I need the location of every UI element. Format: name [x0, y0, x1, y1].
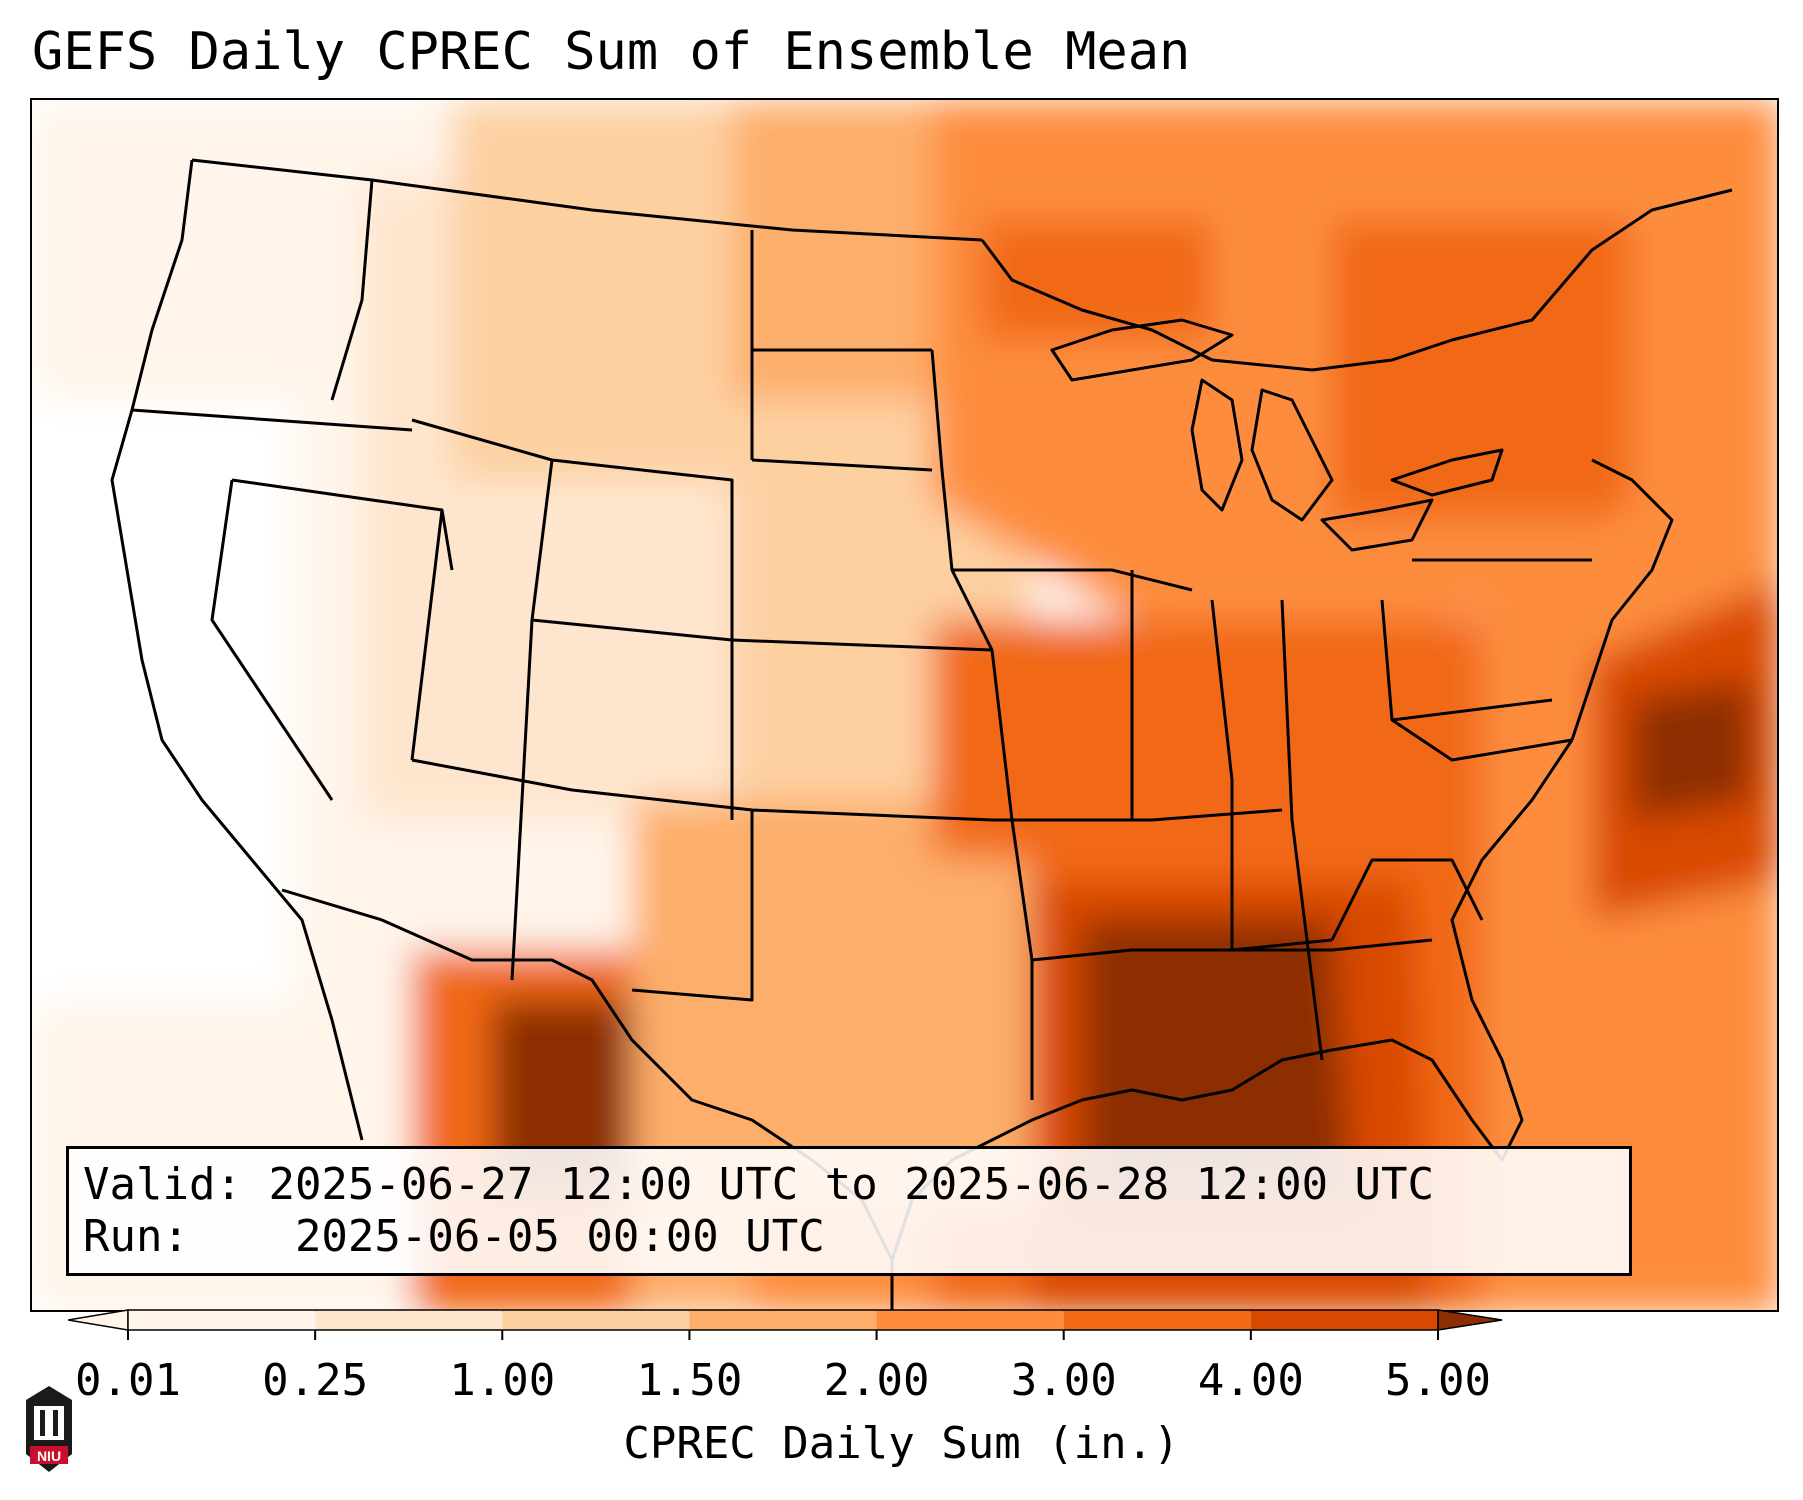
colorbar-tick-label: 1.50	[636, 1355, 743, 1406]
colorbar-segment	[1250, 1310, 1438, 1330]
colorbar	[68, 1309, 1503, 1340]
colorbar-segment	[1063, 1310, 1251, 1330]
map-title: GEFS Daily CPREC Sum of Ensemble Mean	[32, 22, 1191, 82]
colorbar-segment	[128, 1310, 316, 1330]
colorbar-label: CPREC Daily Sum (in.)	[623, 1418, 1180, 1469]
niu-logo-icon: NIU	[26, 1386, 72, 1472]
colorbar-segment	[876, 1310, 1064, 1330]
valid-run-info-box: Valid: 2025-06-27 12:00 UTC to 2025-06-2…	[66, 1146, 1632, 1276]
svg-text:NIU: NIU	[37, 1448, 61, 1464]
colorbar-segment	[689, 1310, 877, 1330]
colorbar-extend-low	[68, 1309, 129, 1331]
colorbar-tick-label: 0.25	[262, 1355, 369, 1406]
colorbar-tick-label: 5.00	[1385, 1355, 1491, 1406]
colorbar-tick-label: 4.00	[1197, 1355, 1304, 1406]
precipitation-map	[30, 98, 1779, 1312]
colorbar-tick-label: 2.00	[823, 1355, 930, 1406]
colorbar-tick-label: 0.01	[75, 1355, 181, 1406]
colorbar-extend-high	[1437, 1309, 1503, 1331]
colorbar-tick-label: 3.00	[1010, 1355, 1117, 1406]
map-canvas	[32, 100, 1777, 1310]
precip-field	[32, 100, 1777, 1310]
run-label: Run:	[83, 1211, 189, 1262]
colorbar-segment	[315, 1310, 503, 1330]
colorbar-segment	[502, 1310, 690, 1330]
colorbar-tick-label: 1.00	[449, 1355, 556, 1406]
valid-label: Valid:	[83, 1159, 242, 1210]
valid-time-range: 2025-06-27 12:00 UTC to 2025-06-28 12:00…	[268, 1159, 1435, 1210]
run-time: 2025-06-05 00:00 UTC	[294, 1211, 825, 1262]
